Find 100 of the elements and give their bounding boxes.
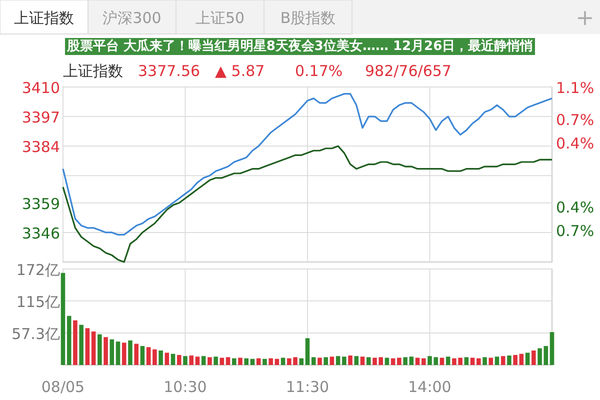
bar bbox=[342, 356, 346, 365]
text: ▲ 5.87 bbox=[215, 62, 265, 80]
y-tick-label: 3346 bbox=[22, 224, 60, 242]
bar bbox=[250, 358, 255, 365]
bar bbox=[238, 358, 242, 365]
bar bbox=[152, 349, 157, 365]
text: 上证指数 bbox=[14, 9, 74, 27]
bar bbox=[220, 358, 224, 365]
bar bbox=[415, 358, 420, 365]
text: 982/76/657 bbox=[365, 62, 452, 80]
y-tick-label: 115亿 bbox=[16, 292, 60, 311]
line-series bbox=[62, 93, 553, 236]
bar bbox=[66, 316, 72, 365]
chart-title: 上证指数 bbox=[63, 62, 123, 80]
bar bbox=[422, 358, 426, 365]
bar bbox=[134, 344, 138, 365]
bar bbox=[122, 342, 126, 365]
bar bbox=[262, 358, 267, 365]
bar bbox=[519, 354, 524, 365]
bar bbox=[525, 352, 530, 365]
bar bbox=[513, 354, 518, 365]
bar bbox=[470, 358, 475, 365]
text: 沪深300 bbox=[102, 9, 162, 27]
bar bbox=[208, 357, 212, 365]
y2-tick-label: 0.7% bbox=[556, 110, 594, 129]
bar bbox=[116, 342, 120, 365]
bar bbox=[366, 357, 371, 365]
y-tick-label: 172亿 bbox=[16, 261, 60, 279]
bar bbox=[330, 356, 334, 365]
bar bbox=[507, 356, 512, 365]
bar bbox=[500, 356, 506, 365]
bar bbox=[384, 358, 390, 365]
bar bbox=[305, 338, 310, 365]
bar bbox=[274, 358, 280, 365]
text: 股票平台 大瓜来了！曝当红男明星8天夜会3位美女…… 12月26日，最近静悄悄 bbox=[64, 38, 536, 55]
bar bbox=[409, 356, 414, 365]
bar bbox=[280, 358, 286, 365]
x-tick-label: 10:30 bbox=[164, 378, 207, 396]
bar bbox=[85, 328, 90, 365]
y-tick-label: 3410 bbox=[22, 79, 60, 97]
bar bbox=[73, 320, 78, 365]
bar bbox=[201, 356, 206, 365]
bar bbox=[189, 356, 194, 365]
text: 0.17% bbox=[295, 62, 343, 80]
bar bbox=[164, 352, 170, 365]
text: 3377.56 bbox=[138, 62, 200, 80]
bar bbox=[348, 356, 352, 365]
bar bbox=[232, 358, 236, 365]
bar bbox=[177, 354, 182, 365]
bar bbox=[476, 358, 481, 365]
bar bbox=[256, 358, 261, 365]
bar bbox=[146, 347, 151, 365]
x-tick-label: 11:30 bbox=[286, 378, 330, 396]
y2-tick-label: 0.4% bbox=[556, 198, 594, 216]
y-tick-label: 3384 bbox=[22, 138, 60, 156]
bar bbox=[336, 356, 340, 365]
bar bbox=[482, 357, 487, 365]
bar bbox=[464, 357, 469, 365]
y-tick-label: 57.3亿 bbox=[12, 325, 60, 344]
bar bbox=[79, 324, 84, 365]
bar bbox=[390, 358, 396, 365]
y2-tick-label: 1.1% bbox=[556, 79, 594, 97]
bar bbox=[550, 332, 554, 365]
y-tick-label: 3359 bbox=[22, 194, 60, 213]
bar bbox=[324, 357, 328, 365]
bar bbox=[360, 356, 365, 365]
bar bbox=[532, 350, 536, 365]
bar bbox=[214, 356, 218, 365]
bar bbox=[226, 357, 230, 365]
bar bbox=[354, 356, 359, 365]
bar bbox=[299, 358, 304, 365]
bar bbox=[318, 358, 322, 365]
bar bbox=[110, 339, 114, 365]
line-series bbox=[62, 145, 553, 263]
bar bbox=[244, 358, 249, 365]
bar bbox=[170, 354, 176, 365]
text: + bbox=[576, 6, 594, 31]
x-tick-label: 14:00 bbox=[408, 378, 452, 396]
y2-tick-label: 0.4% bbox=[556, 134, 594, 153]
bar bbox=[128, 340, 132, 365]
bar bbox=[158, 350, 163, 365]
bar bbox=[268, 358, 273, 365]
bar bbox=[104, 337, 108, 365]
x-tick-label: 08/05 bbox=[41, 378, 85, 396]
bar bbox=[494, 356, 500, 365]
bar bbox=[91, 332, 96, 365]
bar bbox=[488, 358, 494, 365]
bar bbox=[440, 358, 444, 365]
bar bbox=[140, 346, 145, 365]
bar bbox=[311, 357, 316, 365]
bar bbox=[183, 356, 188, 365]
bar bbox=[403, 357, 408, 365]
bar bbox=[195, 356, 200, 365]
bar bbox=[446, 356, 450, 365]
bar bbox=[60, 272, 66, 365]
y-tick-label: 3397 bbox=[22, 108, 60, 127]
y2-tick-label: 0.7% bbox=[556, 222, 594, 240]
bar bbox=[397, 358, 402, 365]
bar bbox=[98, 334, 102, 365]
text: 上证50 bbox=[195, 9, 245, 27]
